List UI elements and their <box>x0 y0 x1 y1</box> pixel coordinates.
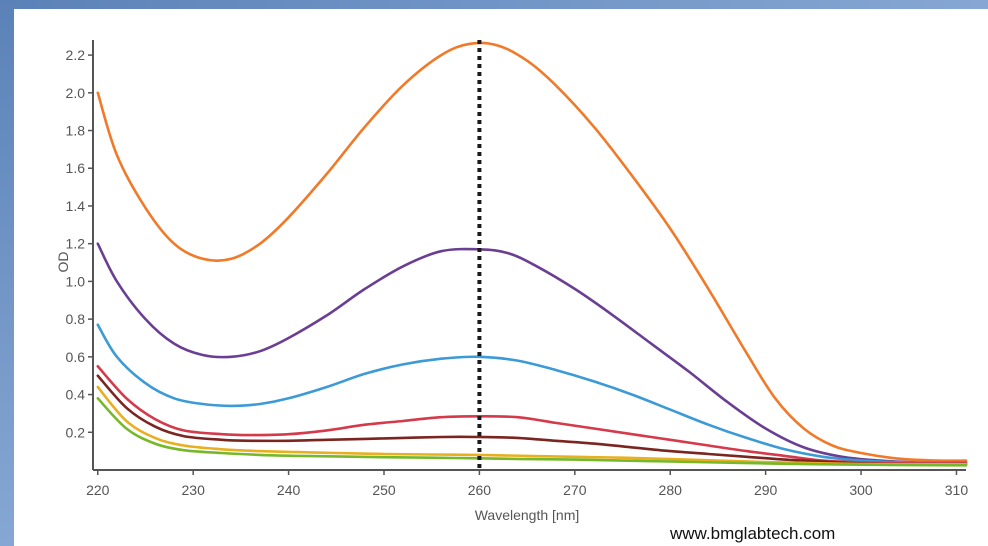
x-axis-title: Wavelength [nm] <box>475 507 580 523</box>
chart-ticks: 220 230 240 250 260 270 280 290 300 310 0.2 0.4 0.6 0… <box>66 47 969 498</box>
y-tick-label: 0.2 <box>66 424 86 440</box>
chart-axes <box>92 40 966 471</box>
y-tick-label: 1.8 <box>66 123 86 139</box>
y-tick-label: 1.0 <box>66 273 86 289</box>
spectrum-line-5 <box>96 374 968 466</box>
x-tick-label: 220 <box>86 482 110 498</box>
y-tick-label: 1.2 <box>66 236 86 252</box>
x-tick-label: 230 <box>182 482 206 498</box>
spectrum-line-3 <box>96 323 968 464</box>
frame-left-bar <box>0 0 14 546</box>
x-tick-label: 310 <box>945 482 969 498</box>
frame-top-bar <box>0 0 988 9</box>
x-tick-label: 290 <box>754 482 778 498</box>
chart-series <box>96 41 968 467</box>
y-tick-label: 2.2 <box>66 47 86 63</box>
spectrum-line-2 <box>96 242 968 464</box>
source-credit: www.bmglabtech.com <box>670 524 836 543</box>
y-tick-label: 0.6 <box>66 349 86 365</box>
spectrum-line-1 <box>96 41 968 463</box>
y-tick-label: 2.0 <box>66 85 86 101</box>
x-tick-label: 300 <box>849 482 873 498</box>
y-tick-label: 1.6 <box>66 160 86 176</box>
x-tick-label: 270 <box>563 482 587 498</box>
x-tick-label: 260 <box>468 482 492 498</box>
y-tick-label: 0.8 <box>66 311 86 327</box>
x-tick-label: 280 <box>659 482 683 498</box>
y-axis-title: OD <box>55 252 71 273</box>
x-tick-label: 250 <box>372 482 396 498</box>
y-tick-label: 1.4 <box>66 198 86 214</box>
x-tick-label: 240 <box>277 482 301 498</box>
y-tick-label: 0.4 <box>66 387 86 403</box>
spectrum-line-4 <box>96 365 968 465</box>
